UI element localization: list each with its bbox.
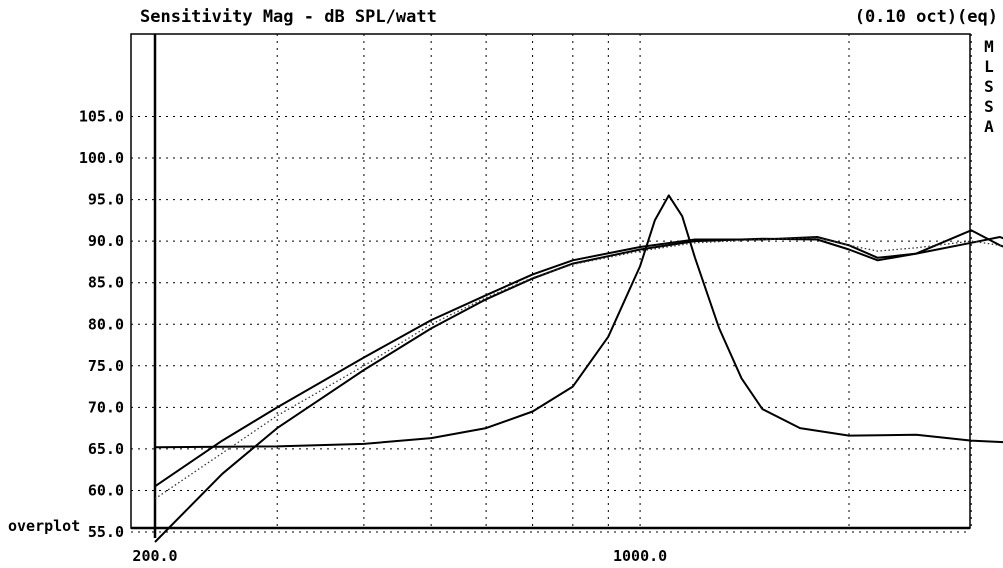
y-tick-label: 105.0: [79, 108, 124, 126]
chart-subtitle: (0.10 oct)(eq): [855, 7, 998, 27]
side-label: A: [984, 117, 994, 136]
x-tick-label: 1000.0: [613, 547, 667, 565]
series-line-4: [154, 194, 1003, 449]
y-tick-label: 55.0: [88, 523, 124, 541]
side-label: S: [984, 97, 994, 116]
y-tick-label: 90.0: [88, 232, 124, 250]
y-tick-label: 65.0: [88, 440, 124, 458]
overplot-label: overplot: [8, 517, 80, 535]
plot-frame: [130, 33, 971, 529]
side-label: S: [984, 77, 994, 96]
grid-layer: [131, 34, 972, 533]
y-tick-label: 80.0: [88, 315, 124, 333]
y-tick-label: 95.0: [88, 191, 124, 209]
y-tick-label: 60.0: [88, 481, 124, 499]
y-tick-label: 100.0: [79, 149, 124, 167]
chart-title: Sensitivity Mag - dB SPL/watt: [140, 7, 437, 27]
y-tick-label: 70.0: [88, 398, 124, 416]
side-label: L: [984, 57, 994, 76]
y-tick-label: 85.0: [88, 274, 124, 292]
series-line-2: [154, 236, 1003, 488]
label-layer: 105.0 100.0 95.0 90.0 85.0 80.0 75.0 70.0 65.0 60…: [79, 37, 994, 565]
series-line-1: [154, 229, 1003, 543]
series-line-3: [154, 237, 1003, 500]
side-label: M: [984, 37, 994, 56]
series-layer: [154, 194, 1003, 543]
x-tick-label: 200.0: [132, 547, 177, 565]
y-tick-label: 75.0: [88, 357, 124, 375]
